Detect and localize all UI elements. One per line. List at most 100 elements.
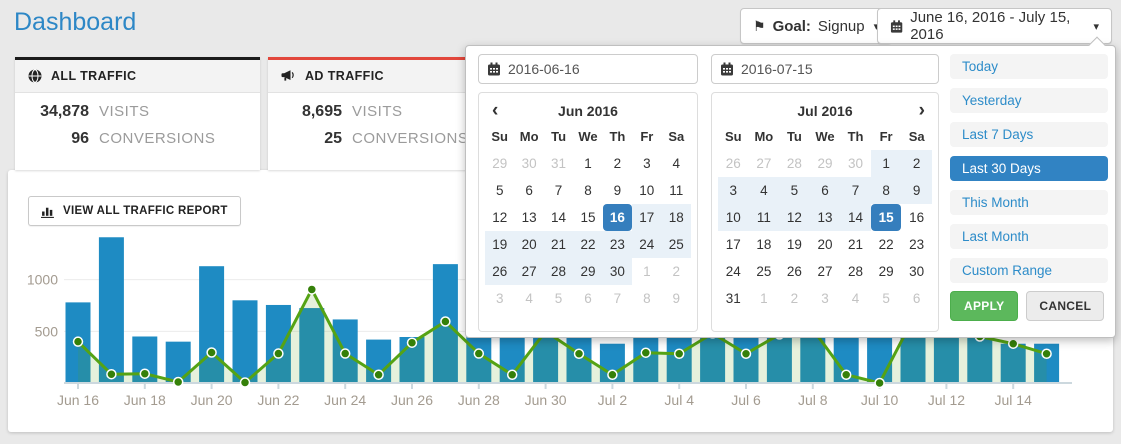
calendar-day-selected[interactable]: 15 — [870, 204, 902, 231]
calendar-day[interactable]: 9 — [901, 177, 932, 204]
calendar-day[interactable]: 19 — [485, 231, 515, 258]
calendar-day[interactable]: 28 — [786, 156, 802, 171]
calendar-day[interactable]: 30 — [909, 264, 925, 279]
calendar-day[interactable]: 7 — [840, 177, 871, 204]
calendar-day[interactable]: 23 — [909, 237, 925, 252]
end-date-input[interactable] — [741, 61, 930, 77]
prev-month-chevron-icon[interactable]: ‹ — [492, 100, 499, 121]
calendar-day[interactable]: 29 — [817, 156, 833, 171]
calendar-day[interactable]: 2 — [672, 264, 681, 279]
range-option-custom-range[interactable]: Custom Range — [950, 258, 1108, 283]
calendar-day[interactable]: 3 — [718, 177, 749, 204]
calendar-day[interactable]: 9 — [672, 291, 681, 306]
calendar-day[interactable]: 30 — [848, 156, 864, 171]
calendar-day[interactable]: 8 — [643, 291, 651, 306]
calendar-day[interactable]: 7 — [613, 291, 622, 306]
calendar-day[interactable]: 11 — [748, 204, 780, 231]
calendar-day[interactable]: 5 — [495, 183, 504, 198]
calendar-day[interactable]: 6 — [584, 291, 592, 306]
calendar-day[interactable]: 18 — [756, 237, 772, 252]
next-month-chevron-icon[interactable]: › — [918, 100, 925, 121]
calendar-day[interactable]: 1 — [870, 150, 902, 177]
date-range-button[interactable]: June 16, 2016 - July 15, 2016 ▾ — [877, 8, 1112, 44]
calendar-day[interactable]: 28 — [848, 264, 864, 279]
calendar-day[interactable]: 1 — [584, 156, 592, 171]
calendar-day[interactable]: 2 — [790, 291, 799, 306]
calendar-day[interactable]: 8 — [584, 183, 592, 198]
calendar-day[interactable]: 24 — [725, 264, 741, 279]
calendar-day[interactable]: 4 — [672, 156, 681, 171]
calendar-day[interactable]: 31 — [725, 291, 741, 306]
calendar-day[interactable]: 29 — [492, 156, 508, 171]
calendar-day[interactable]: 19 — [786, 237, 802, 252]
calendar-day[interactable]: 29 — [573, 258, 603, 285]
calendar-day[interactable]: 6 — [809, 177, 841, 204]
calendar-day[interactable]: 29 — [878, 264, 894, 279]
calendar-day[interactable]: 22 — [878, 237, 894, 252]
calendar-day[interactable]: 24 — [632, 231, 662, 258]
calendar-day[interactable]: 12 — [779, 204, 810, 231]
calendar-day[interactable]: 3 — [643, 156, 651, 171]
calendar-day[interactable]: 4 — [748, 177, 780, 204]
calendar-day[interactable]: 27 — [514, 258, 544, 285]
calendar-day[interactable]: 28 — [543, 258, 574, 285]
calendar-day[interactable]: 5 — [882, 291, 890, 306]
calendar-day[interactable]: 30 — [602, 258, 633, 285]
calendar-day[interactable]: 31 — [551, 156, 567, 171]
calendar-day[interactable]: 17 — [725, 237, 741, 252]
view-all-traffic-report-button[interactable]: VIEW ALL TRAFFIC REPORT — [28, 196, 241, 226]
calendar-day[interactable]: 11 — [669, 183, 684, 198]
calendar-day[interactable]: 16 — [909, 210, 925, 225]
calendar-day[interactable]: 14 — [551, 210, 567, 225]
calendar-day[interactable]: 15 — [580, 210, 596, 225]
range-option-today[interactable]: Today — [950, 54, 1108, 79]
calendar-day[interactable]: 27 — [817, 264, 833, 279]
goal-selector-button[interactable]: ⚑ Goal: Signup ▾ — [740, 8, 893, 44]
calendar-day[interactable]: 1 — [760, 291, 768, 306]
calendar-day[interactable]: 22 — [573, 231, 603, 258]
calendar-day[interactable]: 21 — [543, 231, 574, 258]
calendar-day[interactable]: 2 — [613, 156, 622, 171]
calendar-day[interactable]: 4 — [851, 291, 860, 306]
calendar-day[interactable]: 10 — [718, 204, 749, 231]
calendar-day[interactable]: 30 — [521, 156, 537, 171]
calendar-day[interactable]: 21 — [848, 237, 864, 252]
range-option-yesterday[interactable]: Yesterday — [950, 88, 1108, 113]
calendar-day[interactable]: 18 — [661, 204, 691, 231]
calendar-day[interactable]: 25 — [661, 231, 691, 258]
calendar-day[interactable]: 25 — [756, 264, 772, 279]
calendar-day[interactable]: 3 — [821, 291, 829, 306]
calendar-day[interactable]: 6 — [525, 183, 533, 198]
calendar-day[interactable]: 9 — [613, 183, 622, 198]
calendar-day[interactable]: 5 — [554, 291, 563, 306]
calendar-day[interactable]: 27 — [756, 156, 772, 171]
calendar-day[interactable]: 13 — [521, 210, 537, 225]
calendar-day[interactable]: 12 — [492, 210, 508, 225]
range-option-last-month[interactable]: Last Month — [950, 224, 1108, 249]
calendar-day[interactable]: 4 — [525, 291, 533, 306]
calendar-day[interactable]: 13 — [809, 204, 841, 231]
calendar-day[interactable]: 1 — [643, 264, 651, 279]
range-option-this-month[interactable]: This Month — [950, 190, 1108, 215]
calendar-day[interactable]: 7 — [554, 183, 563, 198]
apply-button[interactable]: APPLY — [950, 291, 1019, 321]
tab-all-traffic-header[interactable]: ALL TRAFFIC — [15, 60, 260, 93]
calendar-day[interactable]: 8 — [870, 177, 902, 204]
calendar-day[interactable]: 10 — [639, 183, 655, 198]
calendar-day[interactable]: 26 — [786, 264, 802, 279]
calendar-day[interactable]: 23 — [602, 231, 633, 258]
calendar-day[interactable]: 20 — [817, 237, 833, 252]
calendar-day[interactable]: 5 — [779, 177, 810, 204]
calendar-day[interactable]: 26 — [485, 258, 515, 285]
cancel-button[interactable]: CANCEL — [1026, 291, 1105, 321]
calendar-day[interactable]: 17 — [632, 204, 662, 231]
range-option-last-7-days[interactable]: Last 7 Days — [950, 122, 1108, 147]
calendar-day[interactable]: 20 — [514, 231, 544, 258]
range-option-last-30-days[interactable]: Last 30 Days — [950, 156, 1108, 181]
calendar-day[interactable]: 6 — [912, 291, 921, 306]
calendar-day[interactable]: 26 — [725, 156, 741, 171]
calendar-day[interactable]: 3 — [495, 291, 504, 306]
calendar-day[interactable]: 2 — [901, 150, 932, 177]
calendar-day-selected[interactable]: 16 — [602, 204, 633, 231]
start-date-input[interactable] — [508, 61, 689, 77]
